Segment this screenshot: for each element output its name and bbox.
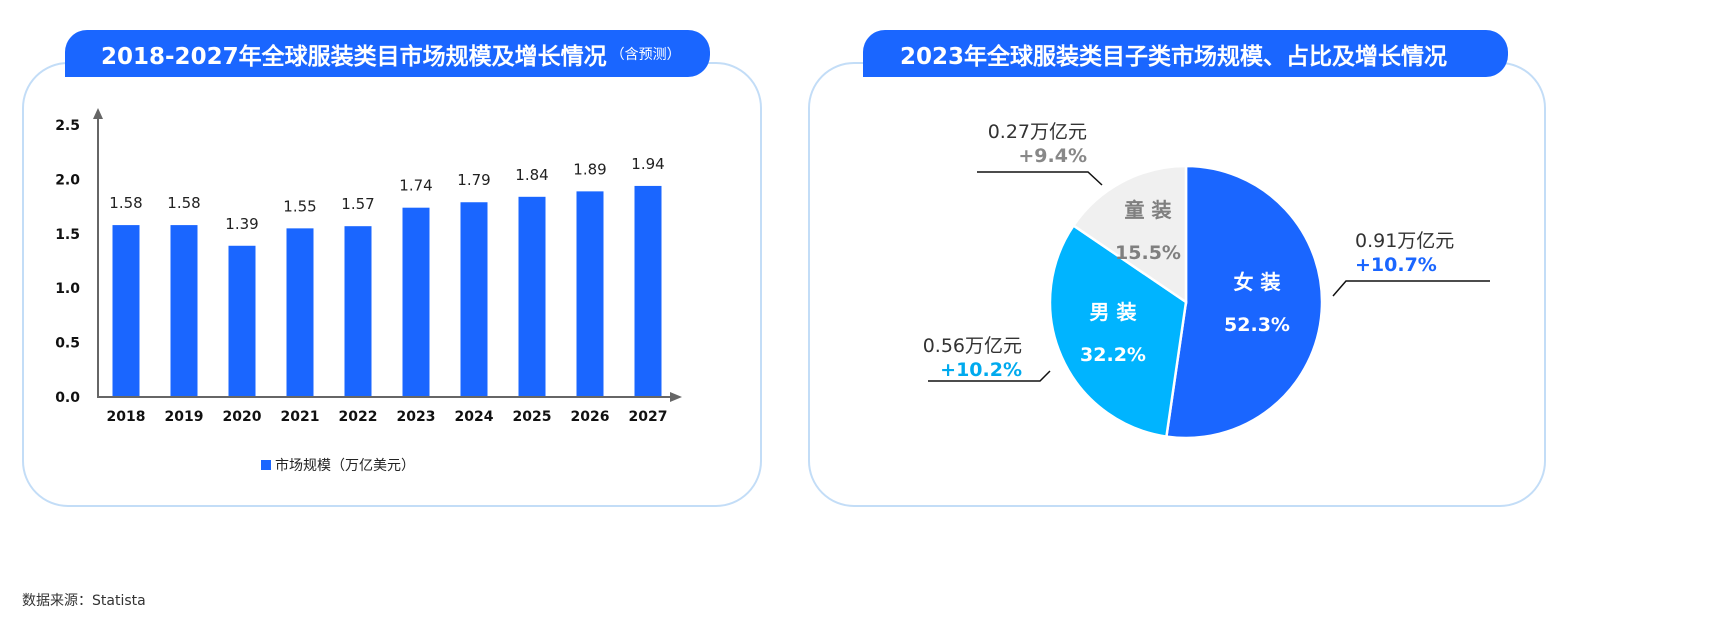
data-source-note: 数据来源：Statista	[22, 593, 146, 609]
bar-2018	[112, 225, 140, 397]
pie-chart-title-banner: 2023年全球服装类目子类市场规模、占比及增长情况	[863, 30, 1508, 77]
bar-2019	[170, 225, 198, 397]
pie-slice-percent: 32.2%	[1080, 344, 1146, 366]
bar-2027	[634, 185, 662, 397]
pie-chart: 女 装 52.3% 男 装 32.2% 童 装 15.5% 0.27万亿元 +9.4% 0…	[923, 121, 1490, 440]
pie-slice-name: 男 装	[1090, 300, 1137, 324]
x-tick-label: 2024	[455, 409, 494, 425]
bars: 1.58 1.58 1.39 1.55 1.57 1.74 1.79 1.84 1.89 1.94	[109, 155, 665, 397]
x-axis-arrow-icon	[670, 392, 682, 402]
legend-swatch	[261, 460, 271, 470]
y-tick-label: 2.5	[55, 118, 80, 134]
bar-value-label: 1.58	[167, 194, 200, 212]
y-tick-label: 2.0	[55, 172, 80, 188]
bar-value-label: 1.94	[631, 155, 664, 173]
callout-growth-men: +10.2%	[940, 359, 1022, 381]
y-tick-label: 1.0	[55, 281, 80, 297]
pie-chart-title: 2023年全球服装类目子类市场规模、占比及增长情况	[900, 43, 1448, 70]
bar-2021	[286, 228, 314, 397]
pie-slice	[1164, 164, 1324, 440]
callout-value-women: 0.91万亿元	[1355, 230, 1454, 252]
x-tick-label: 2025	[513, 409, 552, 425]
y-axis-arrow-icon	[93, 108, 103, 119]
x-tick-label: 2021	[281, 409, 320, 425]
y-tick-label: 0.0	[55, 390, 80, 406]
x-tick-label: 2022	[339, 409, 378, 425]
bar-value-label: 1.57	[341, 195, 374, 213]
callout-line-women	[1332, 280, 1490, 297]
y-tick-label: 0.5	[55, 336, 80, 352]
bar-2020	[228, 245, 256, 397]
x-axis-ticks: 2018 2019 2020 2021 2022 2023 2024 2025 2026 2027	[107, 409, 668, 425]
pie-slice-percent: 52.3%	[1224, 314, 1290, 336]
pie-slice	[1071, 164, 1188, 305]
x-tick-label: 2020	[223, 409, 262, 425]
callout-value-kids: 0.27万亿元	[988, 121, 1087, 143]
x-tick-label: 2019	[165, 409, 204, 425]
bar-2024	[460, 202, 488, 397]
bar-value-label: 1.39	[225, 215, 258, 233]
pie-slice	[1048, 223, 1188, 439]
bar-2022	[344, 226, 372, 397]
bar-chart: 0.00.51.01.52.02.5 1.58 1.581.391.55 1.571…	[55, 108, 682, 474]
bar-value-label: 1.79	[457, 171, 490, 189]
x-tick-label: 2023	[397, 409, 436, 425]
y-tick-label: 1.5	[55, 227, 80, 243]
callout-line-kids	[977, 171, 1103, 186]
bar-chart-title-note: （含预测）	[610, 46, 681, 63]
x-tick-label: 2027	[629, 409, 668, 425]
bar-chart-title-banner: 2018-2027年全球服装类目市场规模及增长情况 （含预测）	[65, 30, 710, 77]
pie-slice-labels: 女 装 52.3% 男 装 32.2% 童 装 15.5%	[1080, 198, 1290, 366]
y-axis-ticks: 0.0 0.5 1.0 1.5 2.0 2.5	[55, 118, 80, 406]
legend-label: 市场规模（万亿美元）	[275, 457, 415, 474]
bar-2026	[576, 191, 604, 397]
bar-chart-title: 2018-2027年全球服装类目市场规模及增长情况	[101, 43, 607, 70]
bar-value-label: 1.74	[399, 177, 432, 195]
x-tick-label: 2026	[571, 409, 610, 425]
pie-slice-name: 女 装	[1234, 270, 1281, 294]
bar-value-label: 1.58	[109, 194, 142, 212]
callout-growth-kids: +9.4%	[1018, 145, 1087, 167]
callout-growth-women: +10.7%	[1355, 254, 1437, 276]
x-tick-label: 2018	[107, 409, 146, 425]
pie-slice-percent: 15.5%	[1115, 242, 1181, 264]
pie-slices	[1048, 164, 1324, 440]
bar-value-label: 1.84	[515, 166, 548, 184]
bar-value-label: 1.89	[573, 160, 606, 178]
bar-value-label: 1.55	[283, 197, 316, 215]
bar-2025	[518, 196, 546, 397]
callout-value-men: 0.56万亿元	[923, 335, 1022, 357]
pie-slice-name: 童 装	[1125, 198, 1172, 222]
callout-line-men	[928, 370, 1051, 382]
bar-2023	[402, 207, 430, 397]
